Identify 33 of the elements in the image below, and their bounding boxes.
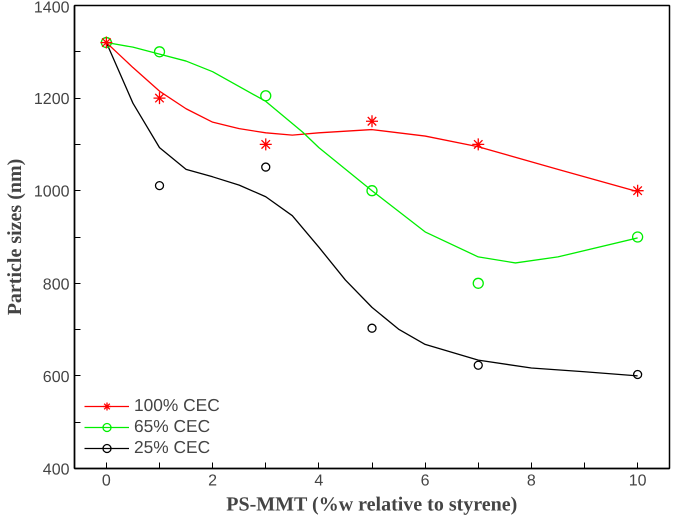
- point: [472, 278, 484, 289]
- y-axis-title: Particle sizes (nm): [4, 158, 26, 316]
- line-series: [106, 42, 638, 377]
- x-tick-label: 0: [102, 472, 111, 490]
- x-tick-label: 2: [208, 472, 218, 490]
- x-tick-label: 10: [628, 472, 647, 490]
- point: [152, 91, 166, 105]
- point: [630, 184, 644, 198]
- y-tick-label: 1200: [34, 91, 70, 108]
- point: [474, 360, 483, 370]
- x-tick-label: 6: [420, 472, 430, 490]
- point: [261, 162, 270, 172]
- point: [259, 138, 272, 152]
- point: [154, 180, 164, 190]
- x-axis-title: PS-MMT (%w relative to styrene): [226, 494, 518, 516]
- legend-label: 65% CEC: [134, 416, 210, 437]
- y-tick-label: 400: [42, 462, 70, 478]
- point: [365, 114, 379, 128]
- point: [472, 138, 485, 152]
- point: [632, 370, 642, 380]
- point: [632, 231, 644, 243]
- point: [366, 185, 378, 196]
- y-tick-label: 600: [42, 368, 70, 386]
- legend-label: 25% CEC: [134, 437, 210, 458]
- x-tick-label: 8: [526, 472, 536, 490]
- point: [154, 46, 166, 58]
- point: [367, 324, 377, 333]
- point: [260, 90, 272, 102]
- y-tick-label: 1000: [34, 184, 70, 201]
- x-tick-label: 4: [314, 472, 324, 490]
- y-tick-label: 1400: [34, 0, 70, 16]
- legend-label: 100% CEC: [134, 395, 220, 416]
- y-tick-label: 800: [42, 276, 70, 294]
